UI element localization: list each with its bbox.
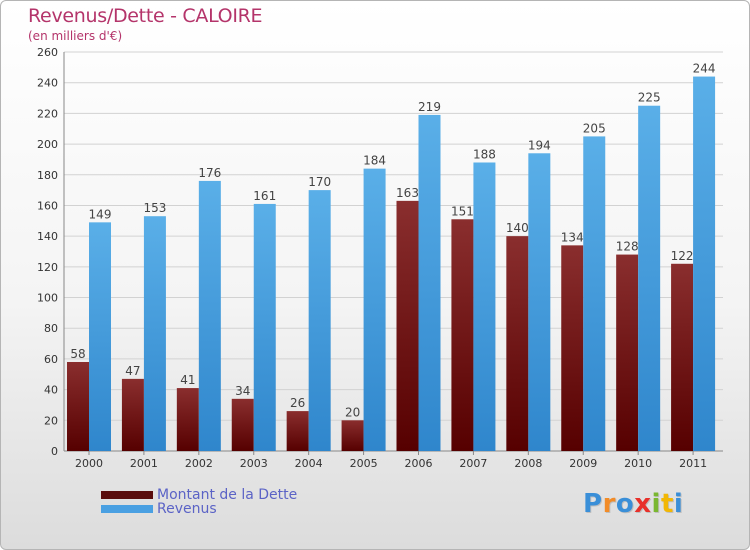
data-label-revenus-2007: 188 — [473, 147, 496, 161]
legend-swatch-dette — [101, 491, 153, 499]
x-tick-label-2008: 2008 — [514, 457, 542, 470]
bar-dette-2005 — [341, 420, 364, 451]
y-tick-label-0: 0 — [51, 445, 58, 458]
x-tick-label-2004: 2004 — [295, 457, 323, 470]
data-label-dette-2002: 41 — [180, 373, 195, 387]
chart-title: Revenus/Dette - CALOIRE — [28, 5, 263, 27]
legend-item-revenus: Revenus — [101, 501, 217, 517]
data-label-dette-2004: 26 — [290, 396, 305, 410]
bar-dette-2004 — [286, 411, 309, 451]
data-label-dette-2001: 47 — [125, 364, 140, 378]
data-label-revenus-2009: 205 — [583, 121, 606, 135]
x-tick-label-2002: 2002 — [185, 457, 213, 470]
data-label-dette-2009: 134 — [561, 230, 584, 244]
y-tick-label-60: 60 — [44, 353, 58, 366]
legend-label-dette: Montant de la Dette — [157, 487, 298, 503]
data-label-revenus-2003: 161 — [253, 189, 276, 203]
bar-dette-2007 — [451, 219, 474, 451]
y-tick-label-220: 220 — [37, 107, 58, 120]
bar-dette-2002 — [176, 388, 199, 451]
data-label-dette-2005: 20 — [345, 405, 360, 419]
bar-dette-2000 — [67, 361, 89, 451]
y-tick-label-160: 160 — [37, 199, 58, 212]
data-label-dette-2000: 58 — [70, 347, 85, 361]
data-label-revenus-2010: 225 — [638, 91, 661, 105]
legend-label-revenus: Revenus — [157, 501, 217, 517]
y-tick-label-20: 20 — [44, 414, 58, 427]
bar-revenus-2010 — [638, 105, 661, 451]
bar-revenus-2008 — [528, 153, 551, 452]
data-label-dette-2006: 163 — [396, 186, 419, 200]
data-label-revenus-2011: 244 — [693, 62, 716, 76]
bar-dette-2006 — [396, 200, 419, 451]
x-tick-label-2007: 2007 — [459, 457, 487, 470]
y-tick-label-120: 120 — [37, 261, 58, 274]
bar-revenus-2009 — [583, 136, 606, 451]
data-label-revenus-2004: 170 — [308, 175, 331, 189]
x-tick-label-2006: 2006 — [405, 457, 433, 470]
bar-dette-2009 — [561, 245, 584, 451]
data-label-revenus-2000: 149 — [89, 207, 112, 221]
bar-revenus-2003 — [253, 203, 276, 451]
y-tick-label-180: 180 — [37, 169, 58, 182]
legend-item-dette: Montant de la Dette — [101, 487, 297, 503]
data-label-dette-2010: 128 — [616, 240, 639, 254]
x-tick-label-2010: 2010 — [624, 457, 652, 470]
legend-swatch-revenus — [101, 505, 153, 513]
bar-dette-2008 — [506, 236, 529, 451]
data-label-dette-2008: 140 — [506, 221, 529, 235]
y-tick-label-240: 240 — [37, 77, 58, 90]
data-label-revenus-2008: 194 — [528, 138, 551, 152]
data-label-revenus-2001: 153 — [143, 201, 166, 215]
bar-revenus-2005 — [363, 168, 386, 451]
data-label-revenus-2002: 176 — [198, 166, 221, 180]
bar-revenus-2006 — [418, 114, 441, 452]
data-label-revenus-2006: 219 — [418, 100, 441, 114]
bar-revenus-2001 — [143, 216, 166, 451]
chart-subtitle: (en milliers d'€) — [28, 29, 123, 43]
x-tick-label-2000: 2000 — [75, 457, 103, 470]
y-tick-label-260: 260 — [37, 46, 58, 59]
x-tick-label-2003: 2003 — [240, 457, 268, 470]
y-tick-label-80: 80 — [44, 322, 58, 335]
x-tick-label-2011: 2011 — [679, 457, 707, 470]
y-tick-label-140: 140 — [37, 230, 58, 243]
data-label-dette-2003: 34 — [235, 384, 250, 398]
bar-revenus-2002 — [198, 180, 221, 451]
data-label-dette-2011: 122 — [671, 249, 694, 263]
y-tick-label-200: 200 — [37, 138, 58, 151]
bar-revenus-2007 — [473, 162, 496, 451]
bar-dette-2011 — [671, 263, 694, 451]
x-tick-label-2005: 2005 — [350, 457, 378, 470]
y-tick-label-40: 40 — [44, 384, 58, 397]
bar-dette-2001 — [121, 378, 144, 451]
bar-revenus-2004 — [308, 190, 331, 451]
bar-revenus-2011 — [693, 76, 716, 452]
data-label-revenus-2005: 184 — [363, 154, 386, 168]
x-tick-label-2009: 2009 — [569, 457, 597, 470]
x-tick-label-2001: 2001 — [130, 457, 158, 470]
y-tick-label-100: 100 — [37, 292, 58, 305]
bar-revenus-2000 — [89, 222, 111, 451]
data-label-dette-2007: 151 — [451, 204, 474, 218]
proxiti-logo: Proxiti — [583, 489, 684, 519]
bar-dette-2003 — [231, 398, 254, 451]
bar-dette-2010 — [616, 254, 639, 451]
